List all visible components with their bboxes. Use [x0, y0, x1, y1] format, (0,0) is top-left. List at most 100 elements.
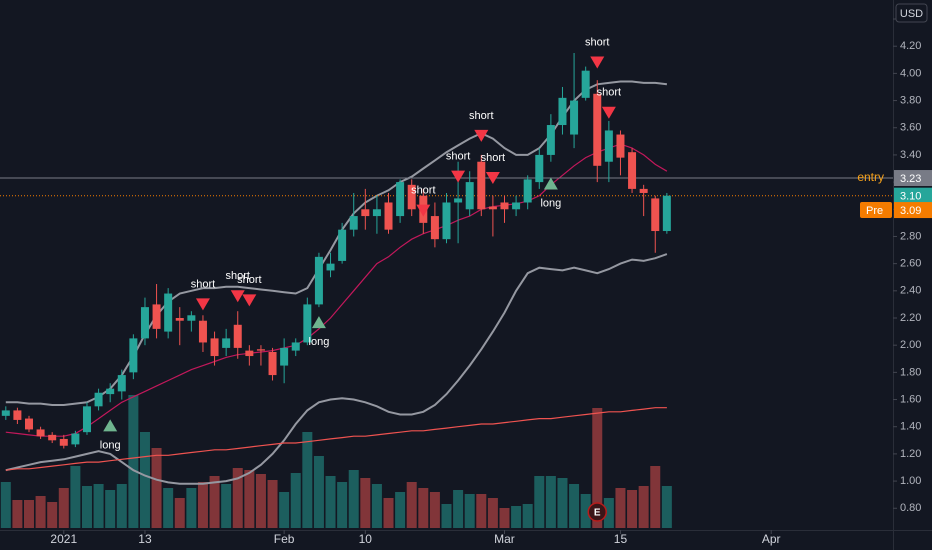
volume-bar	[337, 482, 348, 528]
volume-bar	[453, 490, 464, 528]
volume-bar	[499, 508, 510, 528]
candle-body	[396, 182, 405, 217]
volume-bar	[81, 486, 92, 528]
volume-bar	[348, 470, 359, 528]
candle-body	[106, 388, 115, 395]
y-tick-label: 1.80	[900, 366, 921, 378]
candle-body	[593, 93, 602, 166]
signal-label: short	[446, 151, 470, 163]
volume-bar	[221, 484, 232, 528]
volume-bar	[580, 494, 591, 528]
volume-bar	[267, 480, 278, 528]
volume-bar	[418, 488, 429, 528]
signal-label: short	[597, 87, 621, 99]
candle-body	[291, 342, 300, 351]
volume-bar	[12, 500, 23, 528]
volume-bar	[279, 492, 290, 528]
candle-body	[546, 125, 555, 155]
volume-bar	[534, 476, 545, 528]
volume-bar	[441, 504, 452, 528]
candle-body	[558, 97, 567, 126]
candle-body	[500, 202, 509, 210]
candle-body	[1, 410, 10, 416]
currency-box	[895, 3, 928, 23]
candle-body	[175, 318, 184, 321]
x-tick-label: 15	[614, 532, 628, 546]
volume-bar	[603, 498, 614, 528]
currency-label: USD	[900, 8, 923, 20]
short-signal	[195, 298, 210, 311]
volume-bar	[116, 484, 127, 528]
volume-bar	[70, 466, 81, 528]
x-tick-label: 10	[359, 532, 373, 546]
volume-bar	[661, 486, 672, 528]
volume-bar	[58, 488, 69, 528]
short-signal	[230, 290, 245, 303]
volume-bar	[302, 432, 313, 528]
entry-tag	[894, 170, 932, 187]
candle-body	[256, 349, 265, 351]
candle-body	[280, 347, 289, 366]
candle-body	[326, 263, 335, 271]
candle-body	[117, 375, 126, 392]
candle-body	[616, 134, 625, 158]
x-tick-label: Feb	[274, 532, 295, 546]
volume-bar	[244, 470, 255, 528]
last-price-tag	[894, 187, 932, 204]
signal-label: short	[481, 152, 505, 164]
volume-bar	[232, 468, 243, 528]
pre-market-name: Pre	[866, 205, 883, 217]
volume-bar	[627, 490, 638, 528]
candle-body	[372, 209, 381, 217]
candle-body	[512, 202, 521, 210]
candle-body	[488, 206, 497, 210]
candle-body	[662, 195, 671, 232]
candle-body	[384, 202, 393, 230]
volume-bar	[128, 395, 139, 528]
candle-body	[140, 307, 149, 339]
earnings-label: E	[594, 508, 601, 519]
volume-bar	[0, 482, 11, 528]
y-tick-label: 2.20	[900, 312, 921, 324]
volume-bar	[313, 456, 324, 528]
signal-label: short	[191, 278, 215, 290]
candle-body	[129, 338, 138, 373]
x-tick-label: 13	[138, 532, 152, 546]
y-tick-label: 3.40	[900, 149, 921, 161]
volume-bar	[429, 492, 440, 528]
pre-market-tag	[894, 202, 932, 219]
candle-body	[59, 438, 68, 446]
volume-bar	[383, 498, 394, 528]
volume-bar	[592, 408, 603, 528]
y-tick-label: 2.40	[900, 285, 921, 297]
candle-body	[82, 406, 91, 433]
candle-body	[198, 320, 207, 343]
short-signal	[451, 170, 466, 183]
y-tick-label: 2.00	[900, 339, 921, 351]
signal-label: long	[540, 197, 561, 209]
volume-bar	[522, 504, 533, 528]
y-tick-label: 0.80	[900, 502, 921, 514]
volume-bar	[209, 476, 220, 528]
candle-body	[604, 130, 613, 162]
volume-bar	[545, 476, 556, 528]
entry-label: entry	[857, 170, 884, 184]
signal-label: long	[100, 439, 121, 451]
candle-body	[651, 198, 660, 232]
volume-bar	[151, 448, 162, 528]
volume-bar	[569, 484, 580, 528]
candle-body	[407, 184, 416, 210]
y-tick-label: 4.00	[900, 67, 921, 79]
volume-bar	[325, 476, 336, 528]
x-tick-label: Apr	[762, 532, 781, 546]
volume-bar	[139, 432, 150, 528]
x-tick-label: 2021	[50, 532, 77, 546]
pre-market-name-tag	[860, 202, 892, 219]
short-signal	[416, 204, 431, 217]
y-tick-label: 2.60	[900, 258, 921, 270]
volume-bar	[105, 490, 116, 528]
short-signal	[590, 56, 605, 69]
candle-body	[581, 70, 590, 98]
